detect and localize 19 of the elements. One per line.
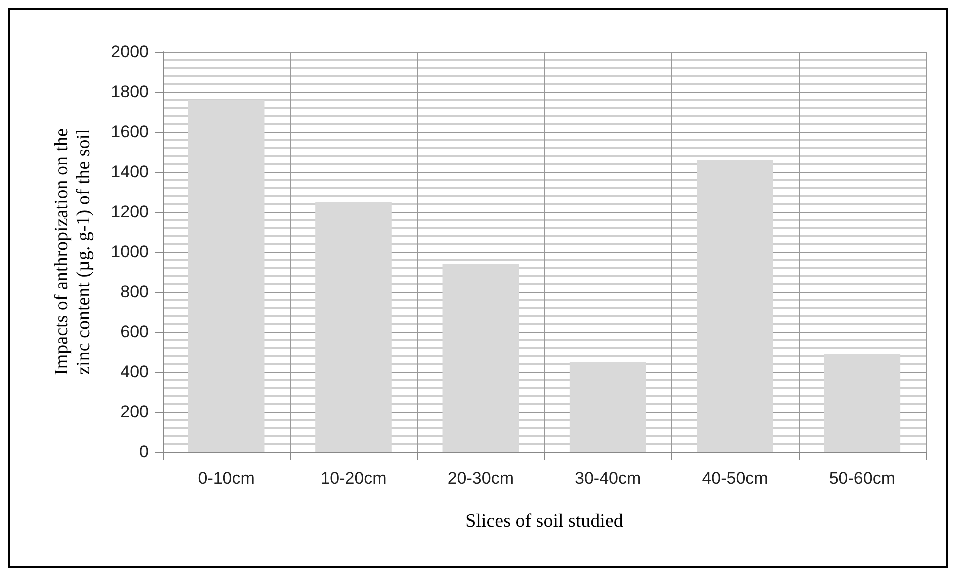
y-tick-label: 400 — [120, 362, 149, 382]
x-tick-label: 20-30cm — [448, 469, 514, 488]
y-tick-label: 1400 — [111, 162, 149, 182]
x-tick-label: 10-20cm — [320, 469, 387, 488]
y-tick-label: 2000 — [111, 42, 149, 62]
y-tick-label: 1800 — [111, 82, 149, 102]
x-tick-label: 40-50cm — [702, 469, 768, 488]
x-tick-label: 0-10cm — [198, 469, 255, 488]
y-axis-title: Impacts of anthropization on the zinc content (µg. g-1) of the soil — [52, 128, 94, 376]
x-axis-title: Slices of soil studied — [466, 511, 624, 532]
y-tick-label: 800 — [120, 282, 149, 302]
x-tick-label: 30-40cm — [575, 469, 642, 488]
y-tick-label: 200 — [120, 402, 149, 422]
y-tick-label: 600 — [120, 322, 149, 342]
y-tick-label: 0 — [140, 442, 149, 462]
y-tick-label: 1200 — [111, 202, 149, 222]
y-tick-label: 1000 — [111, 242, 149, 262]
x-tick-label: 50-60cm — [829, 469, 896, 488]
y-tick-label: 1600 — [111, 122, 149, 142]
